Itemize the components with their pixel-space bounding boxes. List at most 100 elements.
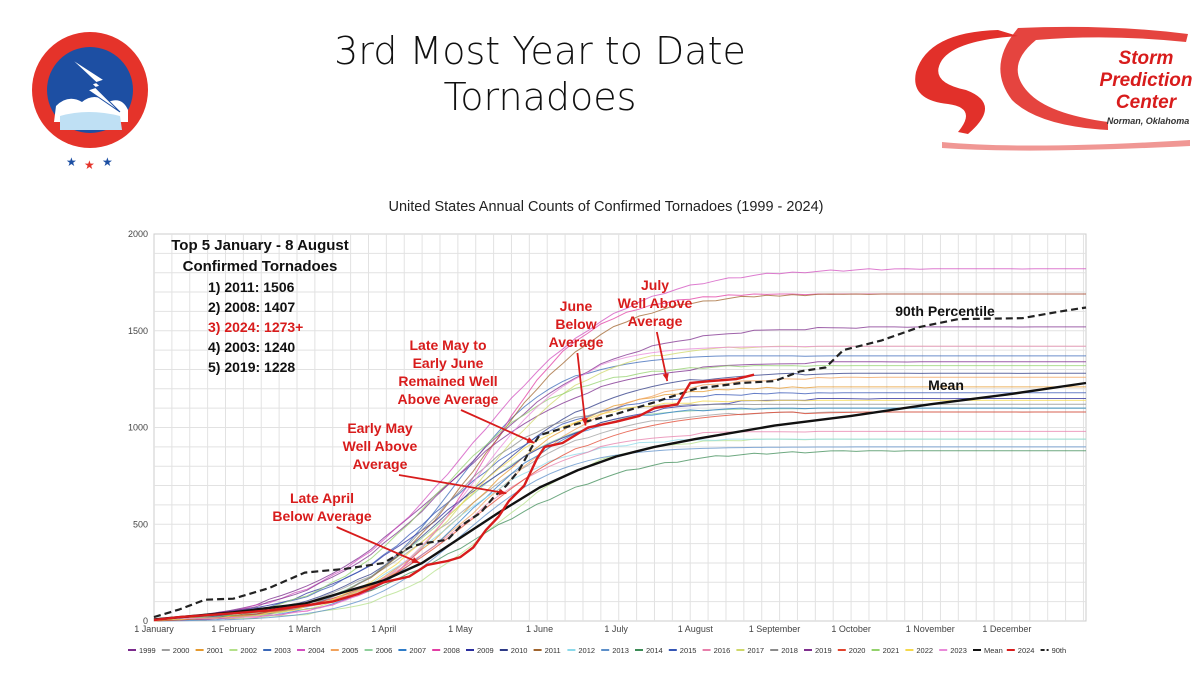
annotation-layer: Late April Below Average Early May Well Abo… xyxy=(272,277,693,564)
annotation-arrowhead xyxy=(498,488,507,496)
annotation-text: Above Average xyxy=(398,391,499,407)
percentile-series-label: 90th Percentile xyxy=(895,303,995,319)
x-tick-label: 1 January xyxy=(134,624,174,634)
series-line-mean xyxy=(153,381,1087,621)
nws-logo: NATIONAL WEATHER SERVICE ★ ★ ★ xyxy=(8,6,167,171)
axis-layer: 0 500 1000 1500 2000 1 January 1 February 1 Mar… xyxy=(128,229,1031,634)
annotation-arrow xyxy=(398,474,507,495)
top5-row: 4) 2003: 1240 xyxy=(208,339,295,355)
series-line-2021 xyxy=(153,365,1086,622)
legend-label: 2000 xyxy=(173,646,190,655)
slide-title-line2: Tornadoes xyxy=(443,75,637,119)
legend-label: Mean xyxy=(984,646,1003,655)
annotation-arrow xyxy=(576,352,587,426)
series-line-1999 xyxy=(153,361,1086,622)
legend-label: 2015 xyxy=(680,646,697,655)
legend-label: 2004 xyxy=(308,646,325,655)
svg-text:★: ★ xyxy=(84,158,95,171)
y-tick-label: 500 xyxy=(133,519,148,529)
legend-label: 2024 xyxy=(1018,646,1035,655)
series-line-2015 xyxy=(153,392,1086,622)
legend-label: 2014 xyxy=(646,646,663,655)
mean-series-label: Mean xyxy=(928,377,964,393)
slide-title: 3rd Most Year to Date Tornadoes xyxy=(230,28,850,120)
annotation-text: Late April xyxy=(290,490,354,506)
series-line-2024 xyxy=(153,373,755,622)
annotation-text: Late May to xyxy=(409,337,486,353)
legend-label: 2022 xyxy=(916,646,933,655)
top5-row: 5) 2019: 1228 xyxy=(208,359,295,375)
annotation-text: Early June xyxy=(413,355,484,371)
x-tick-label: 1 November xyxy=(906,624,955,634)
x-tick-label: 1 April xyxy=(371,624,396,634)
spc-logo-line2: Prediction xyxy=(1100,70,1193,91)
series-line-90th xyxy=(153,306,1087,619)
spc-logo-line1: Storm xyxy=(1119,48,1174,69)
series-line-2009 xyxy=(153,398,1086,622)
annotation-arrowhead xyxy=(526,437,535,443)
legend-label: 2016 xyxy=(714,646,731,655)
highlight-series-layer xyxy=(153,306,1087,622)
series-line-2019 xyxy=(153,326,1086,622)
legend-label: 2005 xyxy=(342,646,359,655)
annotation-text: Below xyxy=(555,316,596,332)
x-tick-label: 1 August xyxy=(678,624,714,634)
series-line-2010 xyxy=(153,372,1086,622)
annotation-arrow xyxy=(460,409,535,444)
legend-label: 1999 xyxy=(139,646,156,655)
legend-label: 2008 xyxy=(443,646,460,655)
annotation-text: June xyxy=(560,298,593,314)
annotation-text: Average xyxy=(549,334,604,350)
series-line-2016 xyxy=(153,430,1086,622)
annotation-text: Well Above xyxy=(618,295,693,311)
y-tick-label: 1500 xyxy=(128,326,148,336)
legend-label: 2019 xyxy=(815,646,832,655)
x-tick-label: 1 October xyxy=(831,624,871,634)
slide-title-line1: 3rd Most Year to Date xyxy=(334,29,746,73)
x-tick-label: 1 June xyxy=(526,624,553,634)
legend-label: 2020 xyxy=(849,646,866,655)
legend-label: 2002 xyxy=(240,646,257,655)
legend-label: 2021 xyxy=(883,646,900,655)
x-tick-label: 1 December xyxy=(982,624,1031,634)
x-tick-label: 1 July xyxy=(604,624,628,634)
annotation-text: Average xyxy=(628,313,683,329)
x-tick-label: 1 May xyxy=(448,624,473,634)
annotation-text: Below Average xyxy=(272,508,372,524)
annotation-text: Early May xyxy=(347,420,413,436)
annotation-arrowhead xyxy=(581,417,588,426)
annotation-arrowhead xyxy=(662,373,669,382)
legend-label: 2013 xyxy=(612,646,629,655)
top5-row: 2) 2008: 1407 xyxy=(208,299,295,315)
spc-logo-line3: Center xyxy=(1116,92,1178,113)
legend-label: 2018 xyxy=(781,646,798,655)
legend-label: 2007 xyxy=(409,646,426,655)
annotation-text: Remained Well xyxy=(398,373,497,389)
x-tick-label: 1 March xyxy=(288,624,321,634)
x-tick-label: 1 September xyxy=(749,624,801,634)
top5-box: Top 5 January - 8 August Confirmed Torna… xyxy=(171,237,349,375)
top5-heading2: Confirmed Tornadoes xyxy=(183,258,338,275)
spc-logo: Storm Prediction Center Norman, Oklahoma xyxy=(915,26,1193,151)
x-tick-label: 1 February xyxy=(211,624,255,634)
grid-layer xyxy=(154,234,1086,621)
annotation-arrow xyxy=(655,331,669,382)
legend-label: 2011 xyxy=(545,646,561,655)
legend-label: 2010 xyxy=(511,646,528,655)
top5-row-highlight: 3) 2024: 1273+ xyxy=(208,319,303,335)
legend-label: 2023 xyxy=(950,646,967,655)
svg-text:★: ★ xyxy=(102,155,113,169)
legend-label: 2001 xyxy=(207,646,224,655)
legend-label: 2003 xyxy=(274,646,291,655)
annotation-text: Well Above xyxy=(343,438,418,454)
chart-title: United States Annual Counts of Confirmed… xyxy=(389,199,824,215)
top5-row: 1) 2011: 1506 xyxy=(208,279,295,295)
legend: 1999 2000 2001 2002 2003 2004 2005 2006 2007 2008… xyxy=(128,646,1066,655)
y-tick-label: 2000 xyxy=(128,229,148,239)
spc-logo-location: Norman, Oklahoma xyxy=(1107,116,1190,126)
legend-label: 2009 xyxy=(477,646,494,655)
legend-label: 2012 xyxy=(578,646,595,655)
top5-heading1: Top 5 January - 8 August xyxy=(171,237,349,254)
legend-label: 90th xyxy=(1052,646,1067,655)
